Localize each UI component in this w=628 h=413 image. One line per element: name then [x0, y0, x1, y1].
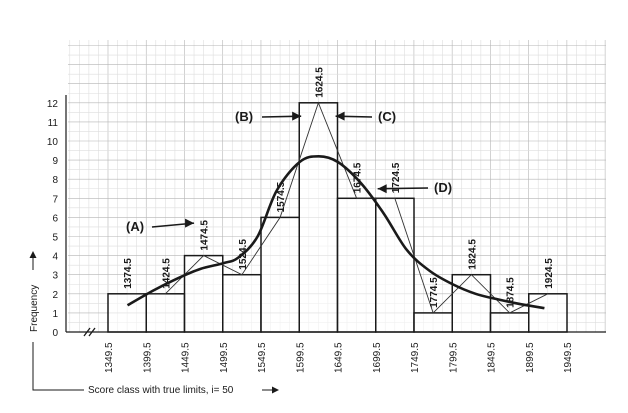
midpoint-label-1474.5: 1474.5: [200, 220, 211, 251]
x-tick-1949.5: 1949.5: [563, 342, 574, 373]
y-tick-6: 6: [52, 213, 58, 224]
y-tick-2: 2: [52, 290, 58, 301]
midpoint-label-1374.5: 1374.5: [123, 258, 134, 289]
midpoint-label-1524.5: 1524.5: [238, 239, 249, 270]
x-tick-1699.5: 1699.5: [372, 342, 383, 373]
y-tick-7: 7: [52, 194, 58, 205]
midpoint-label-1674.5: 1674.5: [353, 162, 364, 193]
midpoint-label-1624.5: 1624.5: [314, 67, 325, 98]
y-tick-8: 8: [52, 175, 58, 186]
x-title-bracket: [32, 342, 84, 391]
x-tick-1749.5: 1749.5: [410, 342, 421, 373]
bar-1374.5: [107, 293, 147, 333]
y-title-arrowhead: [29, 251, 37, 258]
x-axis-title: Score class with true limits, i= 50: [88, 385, 234, 396]
annotation-arrowhead-c: [335, 111, 345, 121]
annotation-arrowhead-b: [292, 111, 302, 121]
midpoint-label-1824.5: 1824.5: [467, 239, 478, 270]
smoothed-curve-line: [126, 154, 545, 310]
x-tick-1449.5: 1449.5: [181, 342, 192, 373]
bar-1874.5: [489, 312, 530, 333]
y-tick-9: 9: [52, 156, 58, 167]
x-tick-labels: 1349.5 1399.5 1449.5 1499.5 1549.5 1599.5 1649…: [104, 342, 574, 373]
x-tick-1549.5: 1549.5: [257, 342, 268, 373]
bar-1424.5: [145, 293, 186, 333]
x-tick-1499.5: 1499.5: [219, 342, 230, 373]
bar-1774.5: [413, 312, 453, 333]
x-tick-1399.5: 1399.5: [142, 342, 153, 373]
midpoint-label-1774.5: 1774.5: [429, 277, 440, 308]
annotation-c: (C): [378, 109, 396, 124]
bar-1574.5: [260, 216, 300, 333]
annotation-b: (B): [235, 109, 253, 124]
y-tick-5: 5: [52, 233, 58, 244]
x-title-arrowhead: [272, 386, 279, 394]
frequency-polygon: [127, 101, 549, 314]
axis-break-mark: [83, 327, 96, 337]
midpoint-label-1924.5: 1924.5: [544, 258, 555, 289]
bars: [107, 102, 568, 333]
bar-1524.5: [222, 273, 262, 333]
x-tick-1849.5: 1849.5: [487, 342, 498, 373]
y-tick-3: 3: [52, 271, 58, 282]
smoothed-curve: [126, 154, 545, 310]
x-tick-1649.5: 1649.5: [334, 342, 345, 373]
bar-1924.5: [528, 293, 568, 333]
midpoint-label-1574.5: 1574.5: [276, 181, 287, 212]
midpoint-label-1424.5: 1424.5: [161, 258, 172, 289]
annotation-arrowhead-a: [185, 218, 195, 228]
x-tick-1899.5: 1899.5: [525, 342, 536, 373]
x-tick-1599.5: 1599.5: [295, 342, 306, 373]
y-axis-title: Frequency: [29, 285, 40, 332]
bar-1824.5: [451, 273, 492, 333]
bar-1724.5: [375, 197, 415, 333]
y-tick-12: 12: [47, 99, 59, 110]
annotation-a: (A): [126, 219, 144, 234]
y-tick-4: 4: [52, 252, 58, 263]
annotations: (A) (B) (C) (D): [126, 109, 452, 234]
y-tick-10: 10: [47, 137, 59, 148]
bar-1674.5: [336, 197, 377, 333]
axes: [29, 95, 606, 394]
y-tick-0: 0: [52, 328, 58, 339]
midpoint-labels: 1374.5 1424.5 1474.5 1524.5 1574.5 1624.5 1674…: [123, 67, 555, 308]
frequency-polygon-line: [127, 101, 549, 314]
midpoint-label-1724.5: 1724.5: [391, 162, 402, 193]
midpoint-label-1874.5: 1874.5: [506, 277, 517, 308]
y-tick-11: 11: [48, 118, 59, 129]
annotation-d: (D): [434, 180, 452, 195]
x-tick-1799.5: 1799.5: [448, 342, 459, 373]
annotation-arrowhead-d: [377, 184, 387, 194]
y-tick-1: 1: [52, 309, 58, 320]
x-tick-1349.5: 1349.5: [104, 342, 115, 373]
